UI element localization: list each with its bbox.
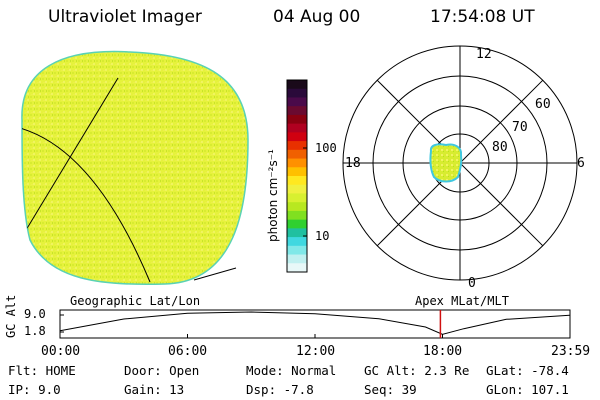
- polar-plot: [342, 45, 578, 281]
- colorbar-swatch: [287, 254, 307, 264]
- timeline-yaxis-label: GC Alt: [4, 294, 18, 338]
- colorbar-unit-label: photon cm⁻²s⁻¹: [266, 149, 280, 242]
- polar-aurora-patch: [429, 143, 463, 183]
- colorbar-swatch: [287, 149, 307, 160]
- xtick-label-6: 06:00: [168, 344, 208, 359]
- mlt-label-0: 0: [468, 276, 476, 291]
- colorbar-swatch: [287, 263, 307, 273]
- colorbar-swatch: [287, 123, 307, 133]
- xtick-label-18: 18:00: [423, 344, 463, 359]
- status-seq: Seq: 39: [364, 382, 417, 397]
- status-glat: GLat: -78.4: [486, 363, 569, 378]
- colorbar-swatch: [287, 167, 307, 177]
- lat-label-70: 70: [512, 120, 528, 135]
- colorbar-swatch: [287, 176, 307, 186]
- colorbar-swatch: [287, 80, 307, 90]
- colorbar-swatch: [287, 132, 307, 142]
- colorbar-swatch: [287, 184, 307, 195]
- timeline-chart: [59, 309, 571, 339]
- colorbar-swatch: [287, 106, 307, 116]
- xtick-label-0: 00:00: [41, 344, 81, 359]
- mlt-label-6: 6: [577, 156, 585, 171]
- colorbar-swatch: [287, 193, 307, 203]
- status-glon: GLon: 107.1: [486, 382, 569, 397]
- colorbar-swatch: [287, 141, 307, 151]
- colorbar-swatch: [287, 88, 307, 99]
- date-label: 04 Aug 00: [273, 7, 361, 27]
- timeline-right-label: Apex MLat/MLT: [415, 294, 509, 308]
- colorbar-tick-10: 10: [315, 229, 330, 243]
- colorbar-swatch: [287, 228, 307, 238]
- status-gain: Gain: 13: [124, 382, 185, 397]
- ytick-label-low: 1.8: [24, 324, 46, 338]
- status-gcalt: GC Alt: 2.3 Re: [364, 363, 470, 378]
- colorbar-swatch: [287, 114, 307, 125]
- timeline-left-label: Geographic Lat/Lon: [70, 294, 201, 308]
- colorbar-swatch: [287, 97, 307, 107]
- time-label: 17:54:08 UT: [430, 7, 535, 27]
- altitude-curve: [59, 311, 570, 335]
- uv-disk: [21, 50, 249, 286]
- colorbar-swatch: [287, 219, 307, 229]
- page-title: Ultraviolet Imager: [48, 7, 202, 27]
- geo-latitude-arc: [21, 127, 151, 283]
- uv-disk-image: [21, 50, 249, 286]
- status-flt: Flt: HOME: [8, 363, 76, 378]
- colorbar-tick-100: 100: [315, 141, 337, 155]
- colorbar-swatch: [287, 210, 307, 221]
- status-dsp: Dsp: -7.8: [246, 382, 314, 397]
- mlt-label-18: 18: [345, 156, 361, 171]
- ytick-label-high: 9.0: [24, 307, 46, 321]
- colorbar-swatch: [287, 237, 307, 247]
- xtick-label-24: 23:59: [551, 344, 591, 359]
- status-door: Door: Open: [124, 363, 200, 378]
- colorbar-swatch: [287, 245, 307, 256]
- mlt-label-12: 12: [476, 47, 492, 62]
- geo-meridian-line: [21, 77, 119, 241]
- lat-label-60: 60: [535, 97, 551, 112]
- colorbar-swatch: [287, 158, 307, 168]
- xtick-label-12: 12:00: [296, 344, 336, 359]
- colorbar: [286, 79, 308, 273]
- status-ip: IP: 9.0: [8, 382, 61, 397]
- lat-label-80: 80: [492, 140, 508, 155]
- geo-outside-line: [193, 267, 237, 281]
- colorbar-frame: [286, 79, 308, 273]
- status-mode: Mode: Normal: [246, 363, 337, 378]
- colorbar-swatch: [287, 202, 307, 212]
